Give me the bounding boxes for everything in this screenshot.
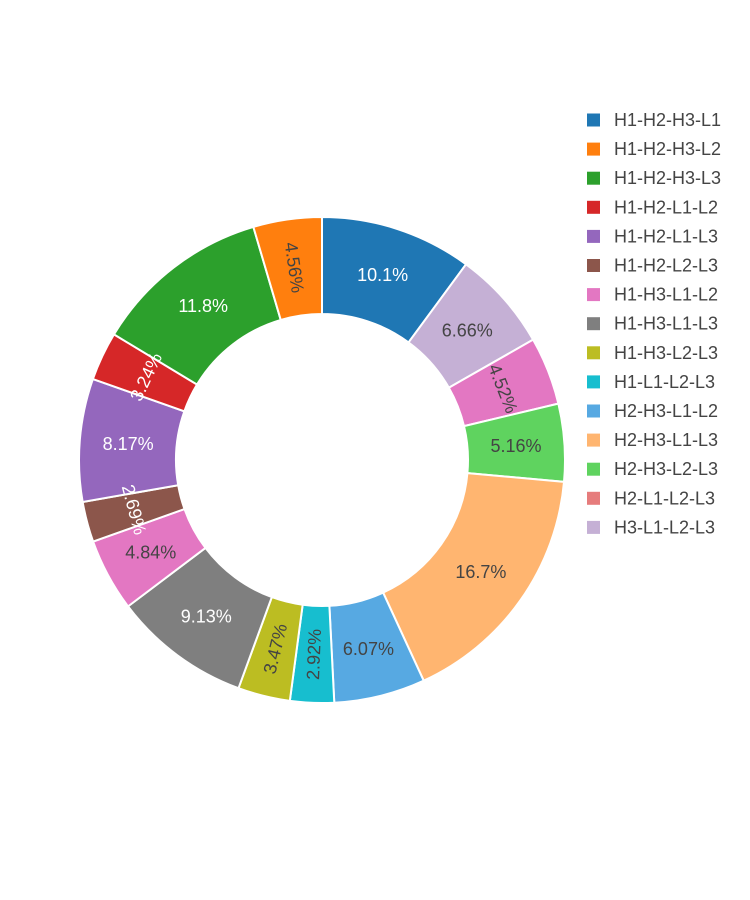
legend-swatch — [587, 346, 600, 360]
slice-label-h1-l1-l2-l3: 2.92% — [303, 628, 325, 680]
legend-swatch — [587, 288, 600, 302]
legend-item-h2-h3-l1-l2[interactable]: H2-H3-L1-L2 — [587, 401, 718, 421]
slice-label-h2-h3-l1-l3: 16.7% — [455, 562, 506, 582]
legend-item-h1-h2-h3-l2[interactable]: H1-H2-H3-L2 — [587, 139, 721, 159]
legend: H1-H2-H3-L1 H1-H2-H3-L2 H1-H2-H3-L3 H1-H2-L… — [587, 110, 721, 537]
slice-label-h1-h3-l1-l3: 9.13% — [181, 606, 232, 626]
slice-label-h2-h3-l1-l2: 6.07% — [343, 639, 394, 659]
legend-label: H1-H2-L1-L2 — [614, 197, 718, 217]
legend-swatch — [587, 171, 600, 185]
legend-label: H2-H3-L1-L2 — [614, 401, 718, 421]
legend-label: H1-H2-L1-L3 — [614, 226, 718, 246]
legend-swatch — [587, 404, 600, 418]
legend-item-h1-h3-l1-l3[interactable]: H1-H3-L1-L3 — [587, 314, 718, 334]
legend-item-h2-h3-l2-l3[interactable]: H2-H3-L2-L3 — [587, 459, 718, 479]
slices-layer — [78, 215, 566, 704]
legend-item-h1-h2-h3-l3[interactable]: H1-H2-H3-L3 — [587, 168, 721, 188]
legend-swatch — [587, 491, 600, 505]
legend-swatch — [587, 200, 600, 214]
legend-label: H3-L1-L2-L3 — [614, 517, 715, 537]
legend-item-h1-h2-l1-l2[interactable]: H1-H2-L1-L2 — [587, 197, 718, 217]
legend-label: H1-H2-H3-L1 — [614, 110, 721, 130]
legend-label: H1-H2-L2-L3 — [614, 256, 718, 276]
legend-label: H1-H3-L1-L3 — [614, 314, 718, 334]
legend-swatch — [587, 375, 600, 389]
slice-label-h2-h3-l2-l3: 5.16% — [490, 436, 541, 456]
legend-item-h1-l1-l2-l3[interactable]: H1-L1-L2-L3 — [587, 372, 715, 392]
legend-swatch — [587, 259, 600, 272]
slice-h1-h2-h3-l2[interactable] — [252, 215, 323, 322]
legend-label: H1-H3-L2-L3 — [614, 343, 718, 363]
legend-swatch — [587, 113, 600, 127]
legend-label: H1-H2-H3-L2 — [614, 139, 721, 159]
legend-item-h1-h2-l1-l3[interactable]: H1-H2-L1-L3 — [587, 226, 718, 246]
legend-swatch — [587, 433, 600, 447]
legend-swatch — [587, 462, 600, 476]
legend-item-h1-h2-l2-l3[interactable]: H1-H2-L2-L3 — [587, 256, 718, 276]
slice-label-h1-h2-h3-l3: 11.8% — [178, 296, 228, 316]
legend-label: H1-L1-L2-L3 — [614, 372, 715, 392]
slice-label-h1-h3-l1-l2: 4.84% — [125, 542, 176, 562]
legend-swatch — [587, 520, 600, 534]
legend-label: H2-L1-L2-L3 — [614, 488, 715, 508]
legend-label: H2-H3-L2-L3 — [614, 459, 718, 479]
legend-item-h1-h3-l1-l2[interactable]: H1-H3-L1-L2 — [587, 285, 718, 305]
legend-item-h2-l1-l2-l3[interactable]: H2-L1-L2-L3 — [587, 488, 715, 508]
legend-label: H1-H3-L1-L2 — [614, 285, 718, 305]
slice-label-h1-h2-h3-l1: 10.1% — [357, 265, 408, 285]
legend-item-h1-h3-l2-l3[interactable]: H1-H3-L2-L3 — [587, 343, 718, 363]
legend-item-h1-h2-h3-l1[interactable]: H1-H2-H3-L1 — [587, 110, 721, 130]
legend-label: H2-H3-L1-L3 — [614, 430, 718, 450]
legend-swatch — [587, 317, 600, 331]
legend-swatch — [587, 142, 600, 156]
slice-label-h1-h2-l1-l3: 8.17% — [103, 434, 154, 454]
legend-label: H1-H2-H3-L3 — [614, 168, 721, 188]
slice-label-h3-l1-l2-l3: 6.66% — [442, 321, 493, 341]
legend-swatch — [587, 229, 600, 243]
legend-item-h3-l1-l2-l3[interactable]: H3-L1-L2-L3 — [587, 517, 715, 537]
legend-item-h2-h3-l1-l3[interactable]: H2-H3-L1-L3 — [587, 430, 718, 450]
